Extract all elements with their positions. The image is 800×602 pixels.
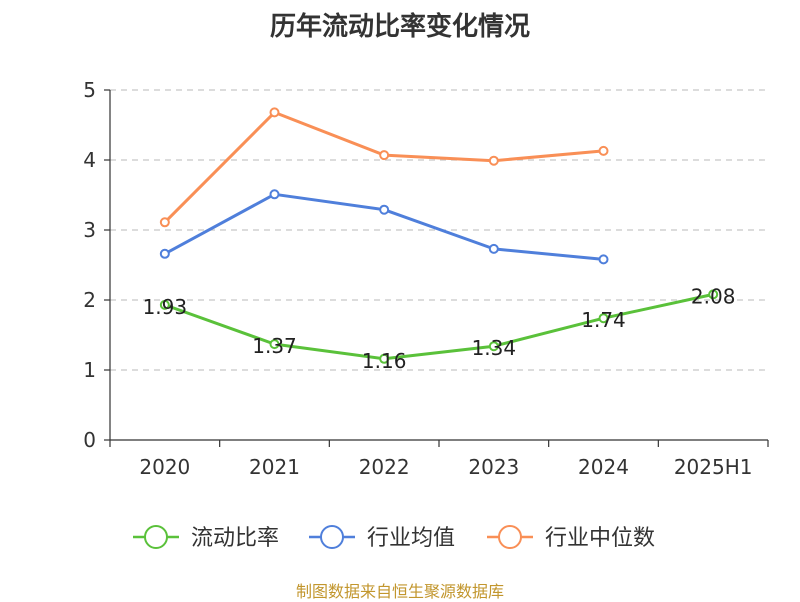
y-tick-label: 4 bbox=[83, 148, 96, 172]
legend-marker bbox=[320, 525, 344, 549]
y-tick-label: 2 bbox=[83, 288, 96, 312]
x-tick-label: 2020 bbox=[139, 455, 190, 479]
series-line bbox=[164, 292, 714, 361]
y-tick-label: 5 bbox=[83, 78, 96, 102]
data-point bbox=[488, 243, 499, 254]
data-label: 1.93 bbox=[143, 295, 188, 319]
legend-marker bbox=[498, 525, 522, 549]
data-point bbox=[159, 217, 170, 228]
x-tick-label: 2025H1 bbox=[674, 455, 753, 479]
data-point bbox=[598, 313, 609, 324]
y-tick-label: 3 bbox=[83, 218, 96, 242]
y-tick-label: 0 bbox=[83, 428, 96, 452]
data-label: 2.08 bbox=[691, 284, 736, 308]
data-point bbox=[379, 150, 390, 161]
legend-marker bbox=[144, 525, 168, 549]
x-tick-label: 2023 bbox=[468, 455, 519, 479]
data-label: 1.74 bbox=[581, 308, 626, 332]
data-point bbox=[269, 339, 280, 350]
legend-label: 行业中位数 bbox=[545, 526, 655, 551]
x-tick-label: 2021 bbox=[249, 455, 300, 479]
data-label: 1.16 bbox=[362, 349, 407, 373]
data-point bbox=[598, 145, 609, 156]
data-point bbox=[598, 254, 609, 265]
data-point bbox=[159, 248, 170, 259]
x-tick-label: 2024 bbox=[578, 455, 629, 479]
data-point bbox=[488, 341, 499, 352]
source-note: 制图数据来自恒生聚源数据库 bbox=[295, 582, 504, 601]
data-point bbox=[269, 189, 280, 200]
data-point bbox=[379, 353, 390, 364]
data-label: 1.34 bbox=[472, 336, 517, 360]
chart-title: 历年流动比率变化情况 bbox=[269, 12, 530, 42]
data-point bbox=[488, 155, 499, 166]
series-line bbox=[164, 192, 604, 261]
x-tick-label: 2022 bbox=[359, 455, 410, 479]
data-label: 1.37 bbox=[252, 334, 297, 358]
data-point bbox=[269, 107, 280, 118]
data-point bbox=[708, 289, 719, 300]
legend-label: 行业均值 bbox=[367, 526, 455, 551]
legend-label: 流动比率 bbox=[191, 526, 279, 551]
data-point bbox=[379, 204, 390, 215]
data-point bbox=[159, 299, 170, 310]
y-tick-label: 1 bbox=[83, 358, 96, 382]
